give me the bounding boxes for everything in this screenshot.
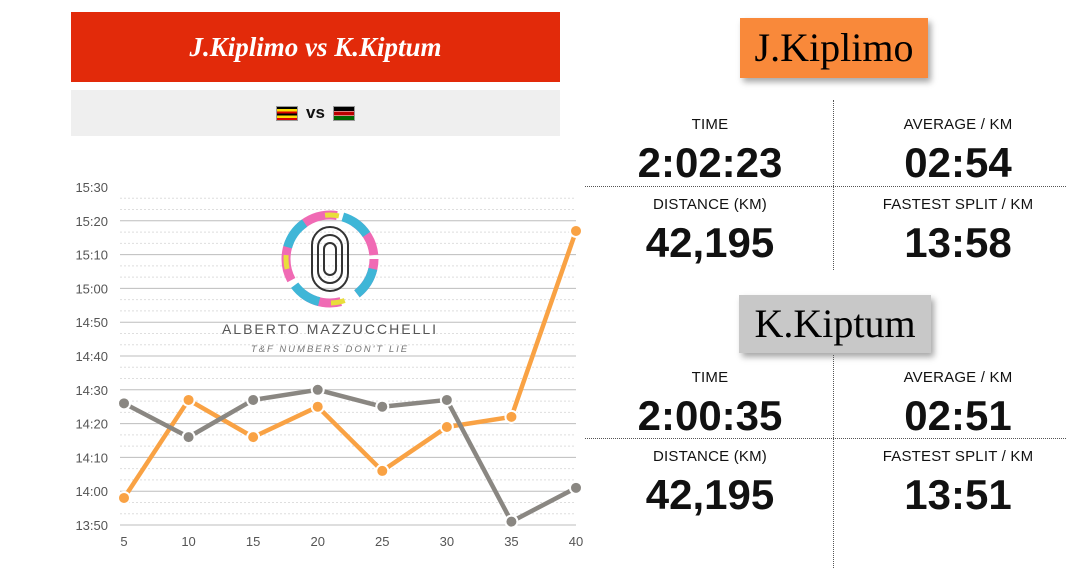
y-tick-label: 14:30 bbox=[75, 383, 108, 398]
y-tick-label: 14:10 bbox=[75, 450, 108, 465]
logo-ring-icon bbox=[281, 210, 379, 308]
stat-value: 2:02:23 bbox=[637, 139, 783, 186]
watermark-logo: ALBERTO MAZZUCCHELLI T&F NUMBERS DON'T L… bbox=[200, 205, 460, 355]
logo-name: ALBERTO MAZZUCCHELLI bbox=[221, 321, 439, 337]
x-tick-label: 20 bbox=[310, 534, 324, 549]
data-point-k-kiptum bbox=[569, 480, 583, 495]
stat-label: TIME bbox=[691, 369, 729, 386]
page-title: J.Kiplimo vs K.Kiptum bbox=[189, 31, 442, 62]
data-point-j-kiplimo bbox=[181, 392, 196, 407]
y-tick-label: 13:50 bbox=[75, 518, 108, 533]
logo-tagline: T&F NUMBERS DON'T LIE bbox=[250, 344, 410, 355]
stat-label: DISTANCE (KM) bbox=[653, 448, 767, 465]
stat-fastest-split: FASTEST SPLIT / KM 13:51 bbox=[833, 448, 1066, 519]
y-tick-label: 14:50 bbox=[75, 315, 108, 330]
stat-value: 13:58 bbox=[904, 219, 1012, 266]
stat-value: 42,195 bbox=[645, 471, 775, 518]
stat-time: TIME 2:00:35 bbox=[585, 369, 835, 440]
data-point-j-kiplimo bbox=[439, 419, 454, 434]
data-point-j-kiplimo bbox=[310, 399, 325, 414]
matchup-bar: vs bbox=[71, 90, 560, 136]
x-tick-label: 35 bbox=[504, 534, 518, 549]
stat-label: AVERAGE / KM bbox=[903, 369, 1013, 386]
x-tick-label: 10 bbox=[181, 534, 195, 549]
stat-value: 02:51 bbox=[904, 392, 1012, 439]
x-tick-label: 30 bbox=[440, 534, 454, 549]
vs-label: vs bbox=[306, 103, 325, 122]
data-point-j-kiplimo bbox=[569, 223, 583, 238]
data-point-k-kiptum bbox=[181, 430, 196, 445]
data-point-j-kiplimo bbox=[117, 490, 131, 505]
stat-label: TIME bbox=[691, 116, 729, 133]
stat-value: 13:51 bbox=[904, 471, 1012, 518]
x-tick-label: 40 bbox=[569, 534, 583, 549]
stat-average: AVERAGE / KM 02:51 bbox=[833, 369, 1066, 440]
stat-divider bbox=[833, 355, 834, 568]
data-point-k-kiptum bbox=[310, 382, 325, 397]
stat-divider bbox=[585, 438, 1066, 439]
y-tick-label: 14:00 bbox=[75, 484, 108, 499]
stat-label: FASTEST SPLIT / KM bbox=[882, 196, 1034, 213]
data-point-k-kiptum bbox=[439, 392, 454, 407]
y-tick-label: 15:10 bbox=[75, 248, 108, 263]
data-point-j-kiplimo bbox=[375, 463, 390, 478]
stat-fastest-split: FASTEST SPLIT / KM 13:58 bbox=[833, 196, 1066, 267]
stat-label: FASTEST SPLIT / KM bbox=[882, 448, 1034, 465]
stat-average: AVERAGE / KM 02:54 bbox=[833, 116, 1066, 187]
y-tick-label: 15:30 bbox=[75, 180, 108, 195]
data-point-k-kiptum bbox=[246, 392, 261, 407]
series-line-k-kiptum bbox=[121, 387, 579, 524]
split-times-chart: 13:50 14:00 14:10 14:20 14:30 14:40 14:50 15:00… bbox=[75, 180, 583, 549]
stat-distance: DISTANCE (KM) 42,195 bbox=[585, 196, 835, 267]
stat-label: DISTANCE (KM) bbox=[653, 196, 767, 213]
uganda-flag-icon bbox=[276, 105, 299, 121]
data-point-k-kiptum bbox=[375, 399, 390, 414]
stat-divider bbox=[833, 100, 834, 270]
stat-label: AVERAGE / KM bbox=[903, 116, 1013, 133]
series-line-j-kiplimo bbox=[121, 228, 579, 501]
stat-value: 2:00:35 bbox=[637, 392, 783, 439]
kenya-flag-icon bbox=[332, 105, 355, 121]
y-tick-label: 14:20 bbox=[75, 417, 108, 432]
y-tick-label: 14:40 bbox=[75, 349, 108, 364]
data-point-j-kiplimo bbox=[246, 430, 261, 445]
stat-value: 42,195 bbox=[645, 219, 775, 266]
data-point-j-kiplimo bbox=[504, 409, 519, 424]
y-tick-label: 15:00 bbox=[75, 281, 108, 296]
athlete-name-kiptum: K.Kiptum bbox=[739, 295, 931, 353]
stat-value: 02:54 bbox=[904, 139, 1012, 186]
stat-divider bbox=[585, 186, 1066, 187]
title-banner: J.Kiplimo vs K.Kiptum bbox=[71, 12, 560, 82]
stat-time: TIME 2:02:23 bbox=[585, 116, 835, 187]
y-tick-label: 15:20 bbox=[75, 214, 108, 229]
athlete-name-kiplimo: J.Kiplimo bbox=[740, 18, 928, 78]
x-tick-label: 25 bbox=[375, 534, 389, 549]
data-point-k-kiptum bbox=[117, 396, 131, 411]
stat-distance: DISTANCE (KM) 42,195 bbox=[585, 448, 835, 519]
x-tick-label: 5 bbox=[120, 534, 127, 549]
x-tick-label: 15 bbox=[246, 534, 260, 549]
data-point-k-kiptum bbox=[504, 514, 519, 529]
